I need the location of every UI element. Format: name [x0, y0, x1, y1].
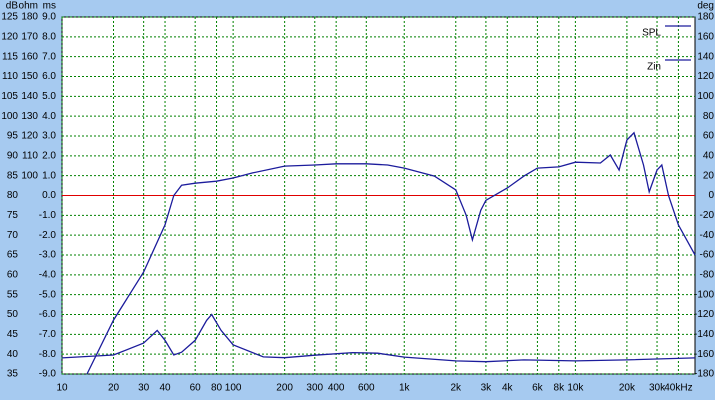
y2-tick-label: 180 [21, 12, 38, 23]
y-tick-label: 75 [7, 210, 19, 221]
y4-tick-label: 20 [703, 170, 715, 181]
y3-tick-label: -6.0 [39, 309, 57, 320]
y-tick-label: 110 [2, 71, 18, 82]
y-tick-label: 95 [7, 131, 19, 142]
y3-tick-label: -7.0 [39, 329, 57, 340]
x-tick-label: 100 [225, 383, 242, 394]
y4-tick-label: 100 [697, 91, 714, 102]
x-tick-label: 60 [190, 383, 202, 394]
y3-tick-label: 1.0 [42, 170, 56, 181]
y4-tick-label: -100 [694, 289, 714, 300]
x-tick-label: 20k [619, 383, 636, 394]
y3-tick-label: 5.0 [42, 91, 56, 102]
y4-tick-label: 160 [697, 31, 714, 42]
y4-tick-label: 80 [703, 111, 715, 122]
y3-tick-label: -9.0 [39, 369, 57, 380]
axis-title: deg [697, 1, 714, 12]
y4-tick-label: 40 [703, 150, 715, 161]
y-tick-label: 85 [7, 170, 19, 181]
y4-tick-label: -120 [694, 309, 714, 320]
legend-label: Zin [647, 62, 661, 73]
y2-tick-label: 100 [21, 170, 38, 181]
y3-tick-label: -1.0 [39, 210, 57, 221]
x-tick-label: 300 [306, 383, 323, 394]
y-tick-label: 55 [7, 289, 19, 300]
y2-tick-label: 150 [21, 71, 38, 82]
x-tick-label: 2k [450, 383, 462, 394]
y-tick-label: 80 [7, 190, 19, 201]
y2-tick-label: 140 [21, 91, 38, 102]
y3-tick-label: 0.0 [42, 190, 56, 201]
y4-tick-label: -40 [700, 230, 715, 241]
y-tick-label: 35 [7, 369, 19, 380]
y2-tick-label: 110 [22, 150, 38, 161]
y3-tick-label: -5.0 [39, 289, 57, 300]
x-tick-label: 30k [649, 383, 666, 394]
y-tick-label: 65 [7, 250, 19, 261]
x-tick-label: 40 [159, 383, 171, 394]
y-tick-label: 40 [7, 349, 19, 360]
x-tick-label: 8k [554, 383, 566, 394]
y4-tick-label: -180 [694, 369, 714, 380]
y-tick-label: 105 [1, 91, 18, 102]
y4-tick-label: -160 [694, 349, 714, 360]
y2-tick-label: 120 [21, 131, 38, 142]
y2-tick-label: 130 [21, 111, 38, 122]
y4-tick-label: -20 [700, 210, 715, 221]
series-line [61, 313, 696, 363]
y3-tick-label: 3.0 [42, 131, 56, 142]
y4-tick-label: 60 [703, 131, 715, 142]
x-tick-label: 80 [211, 383, 223, 394]
y3-tick-label: -2.0 [39, 230, 57, 241]
y3-tick-label: 8.0 [42, 31, 56, 42]
y-tick-label: 90 [7, 150, 19, 161]
y-tick-label: 125 [1, 12, 18, 23]
y4-tick-label: -60 [700, 250, 715, 261]
y4-tick-label: 0 [708, 190, 714, 201]
x-tick-label: 10k [567, 383, 584, 394]
x-tick-label: 4k [502, 383, 514, 394]
x-tick-label: 3k [481, 383, 493, 394]
y-tick-label: 50 [7, 309, 19, 320]
x-tick-label: 400 [328, 383, 345, 394]
y-tick-label: 70 [7, 230, 19, 241]
y3-tick-label: -8.0 [39, 349, 57, 360]
axis-title: ohm [19, 1, 38, 12]
x-tick-label: 40kHz [664, 383, 692, 394]
y3-tick-label: -4.0 [39, 269, 57, 280]
y3-tick-label: 4.0 [42, 111, 56, 122]
y4-tick-label: 140 [697, 51, 714, 62]
x-tick-label: 30 [138, 383, 150, 394]
y3-tick-label: 6.0 [42, 71, 56, 82]
y-tick-label: 45 [7, 329, 19, 340]
x-tick-label: 1k [399, 383, 411, 394]
y3-tick-label: 7.0 [42, 51, 56, 62]
series-line [86, 131, 696, 375]
axis-title: ms [43, 1, 56, 12]
y2-tick-label: 170 [21, 31, 38, 42]
x-tick-label: 20 [108, 383, 120, 394]
y4-tick-label: -140 [694, 329, 714, 340]
x-tick-label: 600 [358, 383, 375, 394]
x-tick-label: 10 [56, 383, 68, 394]
y-tick-label: 100 [1, 111, 18, 122]
legend-label: SPL [642, 28, 661, 39]
x-tick-label: 200 [276, 383, 293, 394]
y-tick-label: 60 [7, 269, 19, 280]
y2-tick-label: 160 [21, 51, 38, 62]
y3-tick-label: 9.0 [42, 12, 56, 23]
y-tick-label: 120 [1, 31, 18, 42]
y3-tick-label: 2.0 [42, 150, 56, 161]
y-tick-label: 115 [2, 51, 18, 62]
axis-title: dB [6, 1, 19, 12]
y4-tick-label: 180 [697, 12, 714, 23]
y3-tick-label: -3.0 [39, 250, 57, 261]
x-tick-label: 6k [532, 383, 544, 394]
y4-tick-label: -80 [700, 269, 715, 280]
y4-tick-label: 120 [697, 71, 714, 82]
